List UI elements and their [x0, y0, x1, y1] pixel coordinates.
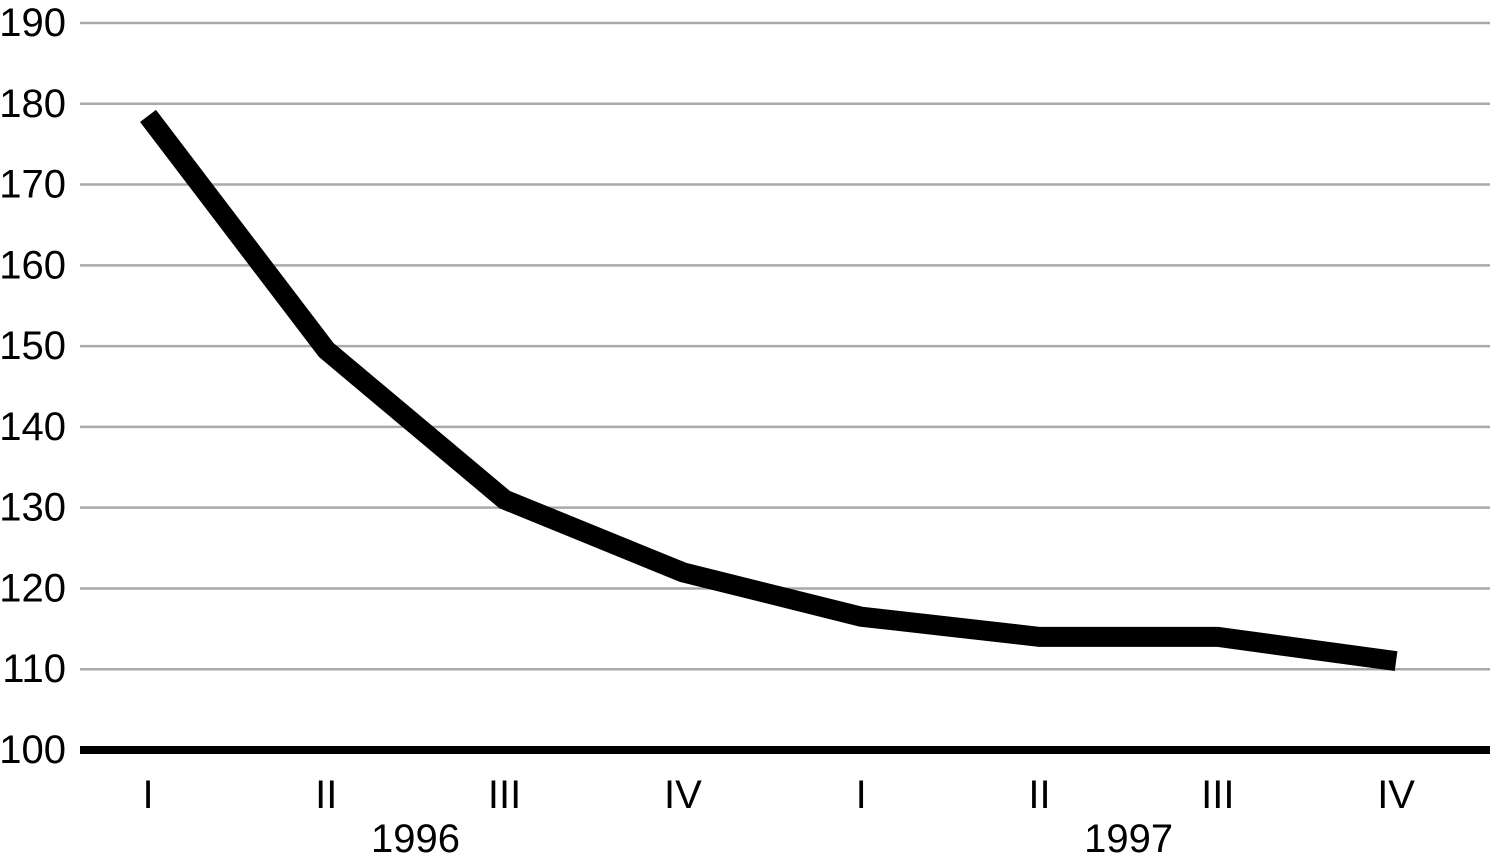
x-tick-label-1996-III: III — [488, 773, 521, 817]
x-tick-label-1996-IV: IV — [664, 773, 702, 817]
y-tick-label-180: 180 — [0, 82, 66, 126]
x-tick-label-1996-II: II — [315, 773, 337, 817]
year-labels-group: 1996 1997 — [371, 817, 1173, 856]
gridlines-group — [80, 21, 1490, 754]
x-tick-label-1997-II: II — [1028, 773, 1050, 817]
y-tick-label-140: 140 — [0, 405, 66, 449]
x-tick-label-1996-I: I — [142, 773, 153, 817]
data-series-group — [140, 109, 1398, 672]
y-tick-label-110: 110 — [2, 647, 66, 691]
y-axis-labels-group: 190 180 170 160 150 140 130 120 110 100 — [0, 1, 66, 772]
x-tick-label-1997-III: III — [1201, 773, 1234, 817]
y-tick-label-150: 150 — [0, 324, 66, 368]
year-label-1997: 1997 — [1084, 817, 1173, 856]
y-tick-label-170: 170 — [0, 163, 66, 207]
x-tick-label-1997-I: I — [856, 773, 867, 817]
y-tick-label-160: 160 — [0, 243, 66, 287]
y-tick-label-120: 120 — [0, 566, 66, 610]
y-tick-label-130: 130 — [0, 486, 66, 530]
y-tick-label-190: 190 — [0, 1, 66, 45]
series-line-index-line — [140, 109, 1398, 672]
year-label-1996: 1996 — [371, 817, 460, 856]
x-tick-label-1997-IV: IV — [1377, 773, 1415, 817]
y-tick-label-100: 100 — [0, 728, 66, 772]
x-axis-labels-group: I II III IV I II III IV — [142, 773, 1415, 817]
